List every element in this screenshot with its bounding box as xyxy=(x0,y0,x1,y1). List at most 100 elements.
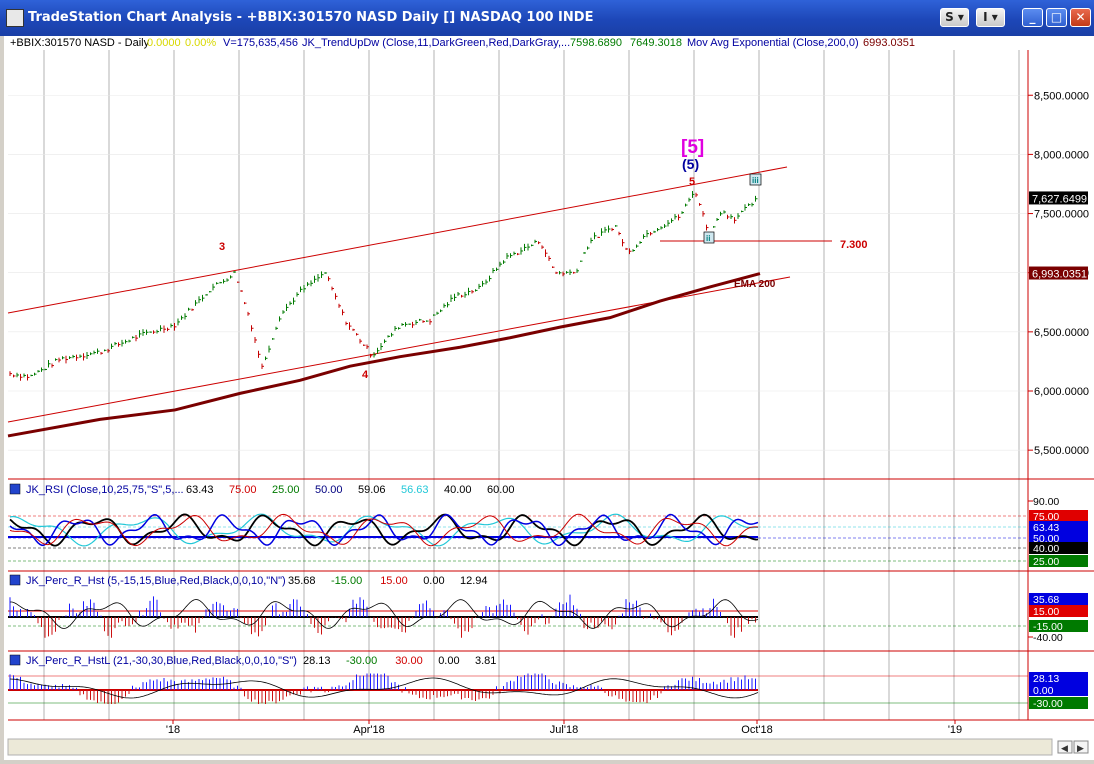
perc-r-long-panel xyxy=(8,673,1028,704)
wave-5-bracket-label: [5] xyxy=(681,137,704,158)
price-axis: 8,500.00008,000.00007,500.00007,000.0000… xyxy=(1028,90,1089,457)
indicator-axis-badge xyxy=(1029,672,1088,684)
indicator-axis-badge xyxy=(1029,593,1088,605)
time-tick-label: '19 xyxy=(948,724,962,736)
price-tick-label: 6,000.0000 xyxy=(1034,386,1089,398)
perc-signal-line xyxy=(10,599,759,629)
percl-legend: JK_Perc_R_HstL (21,-30,30,Blue,Red,Black… xyxy=(26,655,297,667)
indicator-axes: 90.0075.0063.4350.0040.0025.0035.6815.00… xyxy=(1028,496,1088,710)
legend-value: -15.00 xyxy=(331,575,362,587)
time-tick-label: Apr'18 xyxy=(353,724,384,736)
close-button[interactable]: ✕ xyxy=(1070,8,1091,27)
wave-5-label: 5 xyxy=(689,176,695,188)
title-bar: TradeStation Chart Analysis - +BBIX:3015… xyxy=(0,0,1094,36)
change-percent: 0.00% xyxy=(185,37,216,49)
legend-value: 60.00 xyxy=(487,484,515,496)
symbol-label: +BBIX:301570 NASD - Daily xyxy=(10,37,150,49)
indicator-axis-badge xyxy=(1029,532,1088,544)
rsi-line xyxy=(9,513,759,547)
rsi-legend: JK_RSI (Close,10,25,75,"S",5,... xyxy=(26,484,184,496)
indicator-axis-label: 0.00 xyxy=(1033,685,1054,697)
chart-canvas[interactable]: +BBIX:301570 NASD - Daily 0.0000 0.00% V… xyxy=(4,36,1094,760)
price-tick-label: 8,000.0000 xyxy=(1034,149,1089,161)
indicator-axis-label: 25.00 xyxy=(1033,556,1059,568)
perc-panel-icon xyxy=(9,574,21,586)
horizontal-gridlines xyxy=(8,94,1028,451)
scroll-right-button[interactable] xyxy=(1073,740,1089,754)
s-menu-button[interactable]: S ▾ xyxy=(940,8,969,27)
legend-value: 0.00 xyxy=(423,575,444,587)
ema-label: Mov Avg Exponential (Close,200,0) xyxy=(687,37,859,49)
indicator-value-2: 7649.3018 xyxy=(630,37,682,49)
indicator-axis-badge xyxy=(1029,684,1088,696)
indicator-axis-label: 15.00 xyxy=(1033,606,1059,618)
chart-window[interactable]: +BBIX:301570 NASD - Daily 0.0000 0.00% V… xyxy=(4,36,1094,760)
indicator-axis-label: 40.00 xyxy=(1033,543,1059,555)
scroll-left-button[interactable] xyxy=(1057,740,1073,754)
rsi-legend-values: 63.43 75.00 25.00 50.00 59.06 56.63 40.00 60.00 xyxy=(186,484,515,496)
minimize-button[interactable]: _ xyxy=(1022,8,1043,27)
indicator-axis-label: 28.13 xyxy=(1033,673,1059,685)
time-tick-label: '18 xyxy=(166,724,180,736)
horizontal-scrollbar[interactable] xyxy=(7,738,1053,756)
legend-value: 3.81 xyxy=(475,655,496,667)
legend-value: 63.43 xyxy=(186,484,214,496)
legend-value: 15.00 xyxy=(380,575,408,587)
indicator-axis-label: 75.00 xyxy=(1033,511,1059,523)
indicator-axis-badge xyxy=(1029,555,1088,567)
price-bars xyxy=(9,191,758,381)
indicator-axis-label: -30.00 xyxy=(1033,698,1063,710)
indicator-value-1: 7598.6890 xyxy=(570,37,622,49)
ema-value: 6993.0351 xyxy=(863,37,915,49)
legend-value: 75.00 xyxy=(229,484,257,496)
window-title: TradeStation Chart Analysis - +BBIX:3015… xyxy=(28,10,594,25)
rsi-line xyxy=(9,513,758,547)
indicator-axis-badge xyxy=(1029,697,1088,709)
indicator-axis-badge xyxy=(1029,620,1088,632)
legend-value: 50.00 xyxy=(315,484,343,496)
ema-200-line xyxy=(7,272,761,438)
time-axis: '18 Apr'18 Jul'18 Oct'18 '19 xyxy=(166,720,962,736)
rsi-line xyxy=(9,513,759,547)
wave-ii-label: ii xyxy=(706,234,710,243)
price-tick-label: 8,500.0000 xyxy=(1034,90,1089,102)
price-badge xyxy=(1029,266,1088,280)
legend-value: 40.00 xyxy=(444,484,472,496)
chevron-right-icon: ▶ xyxy=(1077,743,1084,753)
indicator-axis-label: -15.00 xyxy=(1033,621,1063,633)
percl-signal-line xyxy=(9,677,759,699)
header-legend: +BBIX:301570 NASD - Daily 0.0000 0.00% V… xyxy=(10,37,915,49)
maximize-button[interactable]: □ xyxy=(1046,8,1067,27)
indicator-axis-badge xyxy=(1029,521,1088,533)
percl-label: JK_Perc_R_HstL (21,-30,30,Blue,Red,Black… xyxy=(26,655,297,667)
indicator-axis-label: 90.00 xyxy=(1033,496,1059,508)
ema-200-label: EMA 200 xyxy=(734,279,776,290)
wave-iii-box xyxy=(749,173,762,186)
price-badge-label: 7,627.6499 xyxy=(1032,193,1087,205)
change-value: 0.0000 xyxy=(147,37,181,49)
time-tick-label: Jul'18 xyxy=(550,724,578,736)
upper-channel-line xyxy=(7,166,788,314)
wave-ii-box xyxy=(703,231,715,244)
indicator-axis-label: -40.00 xyxy=(1033,632,1063,644)
legend-value: 35.68 xyxy=(288,575,316,587)
percl-legend-values: 28.13 -30.00 30.00 0.00 3.81 xyxy=(303,655,496,667)
time-tick-label: Oct'18 xyxy=(741,724,772,736)
rsi-label: JK_RSI (Close,10,25,75,"S",5,... xyxy=(26,484,184,496)
perc-r-panel xyxy=(8,594,1028,638)
i-menu-button[interactable]: I ▾ xyxy=(976,8,1005,27)
wave-iii-label: iii xyxy=(752,176,759,185)
support-level-value: 7.300 xyxy=(840,239,868,251)
indicator-axis-label: 63.43 xyxy=(1033,522,1059,534)
price-tick-label: 6,500.0000 xyxy=(1034,327,1089,339)
legend-value: 25.00 xyxy=(272,484,300,496)
rsi-line xyxy=(9,513,759,547)
legend-value: 12.94 xyxy=(460,575,488,587)
perc-label: JK_Perc_R_Hst (5,-15,15,Blue,Red,Black,0… xyxy=(26,575,286,587)
legend-value: -30.00 xyxy=(346,655,377,667)
legend-value: 56.63 xyxy=(401,484,429,496)
price-badge-label: 6,993.0351 xyxy=(1032,269,1087,281)
legend-value: 28.13 xyxy=(303,655,331,667)
rsi-panel xyxy=(8,513,1028,562)
trend-indicator-label: JK_TrendUpDw (Close,11,DarkGreen,Red,Dar… xyxy=(302,37,570,49)
